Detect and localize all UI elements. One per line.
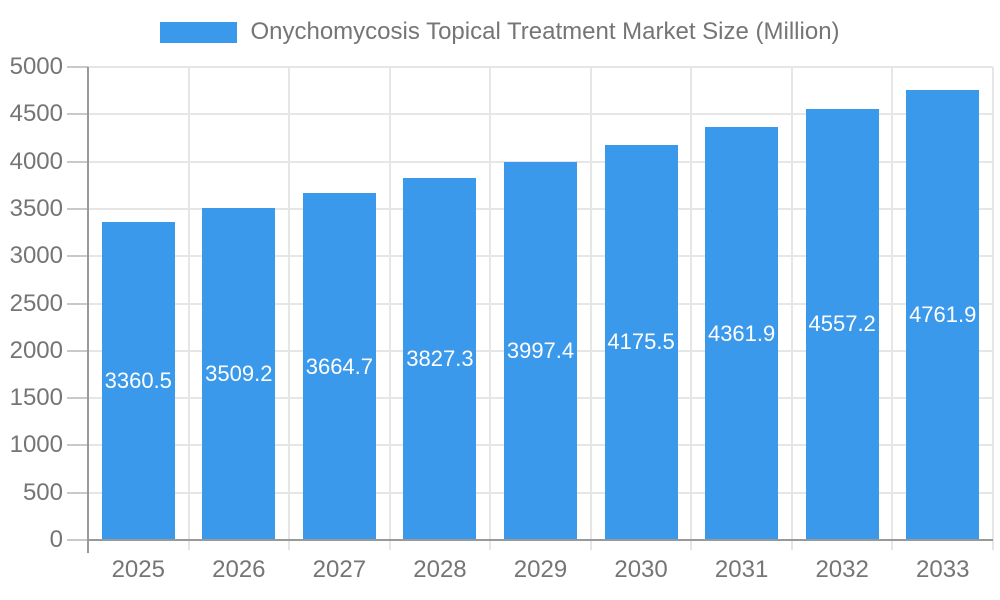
y-axis-tick	[67, 491, 88, 494]
v-gridline	[992, 67, 994, 550]
y-tick-label: 5000	[9, 53, 63, 80]
x-tick-label: 2030	[614, 556, 668, 583]
bar[interactable]	[805, 108, 879, 540]
chart-title: Onychomycosis Topical Treatment Market S…	[250, 18, 840, 45]
y-axis-tick	[67, 255, 88, 258]
bar[interactable]	[906, 89, 980, 540]
x-tick-label: 2025	[111, 556, 165, 583]
plot-area: 3360.5 3509.2 3664.7 3827.3 3997.4 4175.5 4361…	[88, 66, 994, 550]
h-gridline	[88, 160, 993, 163]
y-axis-tick	[67, 302, 88, 305]
y-tick-label: 2500	[9, 289, 63, 317]
y-axis-line	[87, 67, 89, 553]
v-gridline	[790, 67, 793, 550]
bar-value-label: 4361.9	[707, 320, 776, 346]
v-gridline	[589, 67, 592, 550]
y-tick-label: 3500	[9, 194, 63, 222]
bar-value-label: 3360.5	[104, 368, 172, 394]
y-axis-tick	[67, 207, 88, 210]
bar[interactable]	[604, 144, 678, 540]
bar-value-label: 3664.7	[305, 353, 374, 379]
bar[interactable]	[403, 177, 477, 540]
y-axis-tick	[67, 444, 88, 447]
y-axis-tick	[67, 539, 88, 541]
legend-swatch	[160, 21, 238, 43]
bar-value-label: 3509.2	[205, 361, 273, 386]
y-axis-tick	[67, 160, 88, 163]
chart-legend[interactable]: Onychomycosis Topical Treatment Market S…	[0, 18, 1000, 46]
h-gridline	[88, 66, 993, 68]
v-gridline	[187, 67, 190, 550]
bar-value-label: 3997.4	[506, 337, 575, 363]
y-tick-label: 4500	[9, 100, 63, 128]
v-gridline	[388, 67, 391, 550]
x-tick-label: 2031	[714, 556, 769, 583]
y-tick-label: 3000	[9, 242, 63, 270]
x-axis-line	[88, 539, 993, 541]
x-tick-label: 2029	[513, 556, 568, 583]
y-axis-tick	[67, 397, 88, 400]
y-tick-label: 500	[22, 478, 63, 506]
y-tick-label: 1500	[9, 384, 63, 412]
bar[interactable]	[202, 208, 276, 540]
y-tick-label: 2000	[9, 336, 63, 364]
x-tick-label: 2033	[916, 556, 970, 583]
bar[interactable]	[101, 222, 175, 540]
v-gridline	[489, 67, 492, 550]
bar-value-label: 4175.5	[607, 329, 675, 355]
bar[interactable]	[302, 193, 376, 540]
bar-value-label: 4557.2	[808, 311, 876, 337]
v-gridline	[288, 67, 291, 550]
y-tick-label: 4000	[9, 147, 63, 175]
bar-value-label: 3827.3	[406, 345, 474, 371]
x-tick-label: 2026	[212, 556, 266, 583]
bar[interactable]	[705, 127, 779, 540]
h-gridline	[88, 113, 993, 116]
y-axis-tick	[67, 113, 88, 116]
x-tick-label: 2032	[815, 556, 869, 583]
y-axis-tick	[67, 66, 88, 68]
bar-value-label: 4761.9	[909, 301, 977, 327]
x-tick-label: 2027	[312, 556, 367, 583]
v-gridline	[690, 67, 693, 550]
y-tick-label: 1000	[9, 431, 63, 459]
x-tick-label: 2028	[413, 556, 467, 583]
y-axis-tick	[67, 349, 88, 352]
v-gridline	[891, 67, 894, 550]
bar[interactable]	[504, 161, 577, 540]
y-tick-label: 0	[49, 526, 63, 553]
